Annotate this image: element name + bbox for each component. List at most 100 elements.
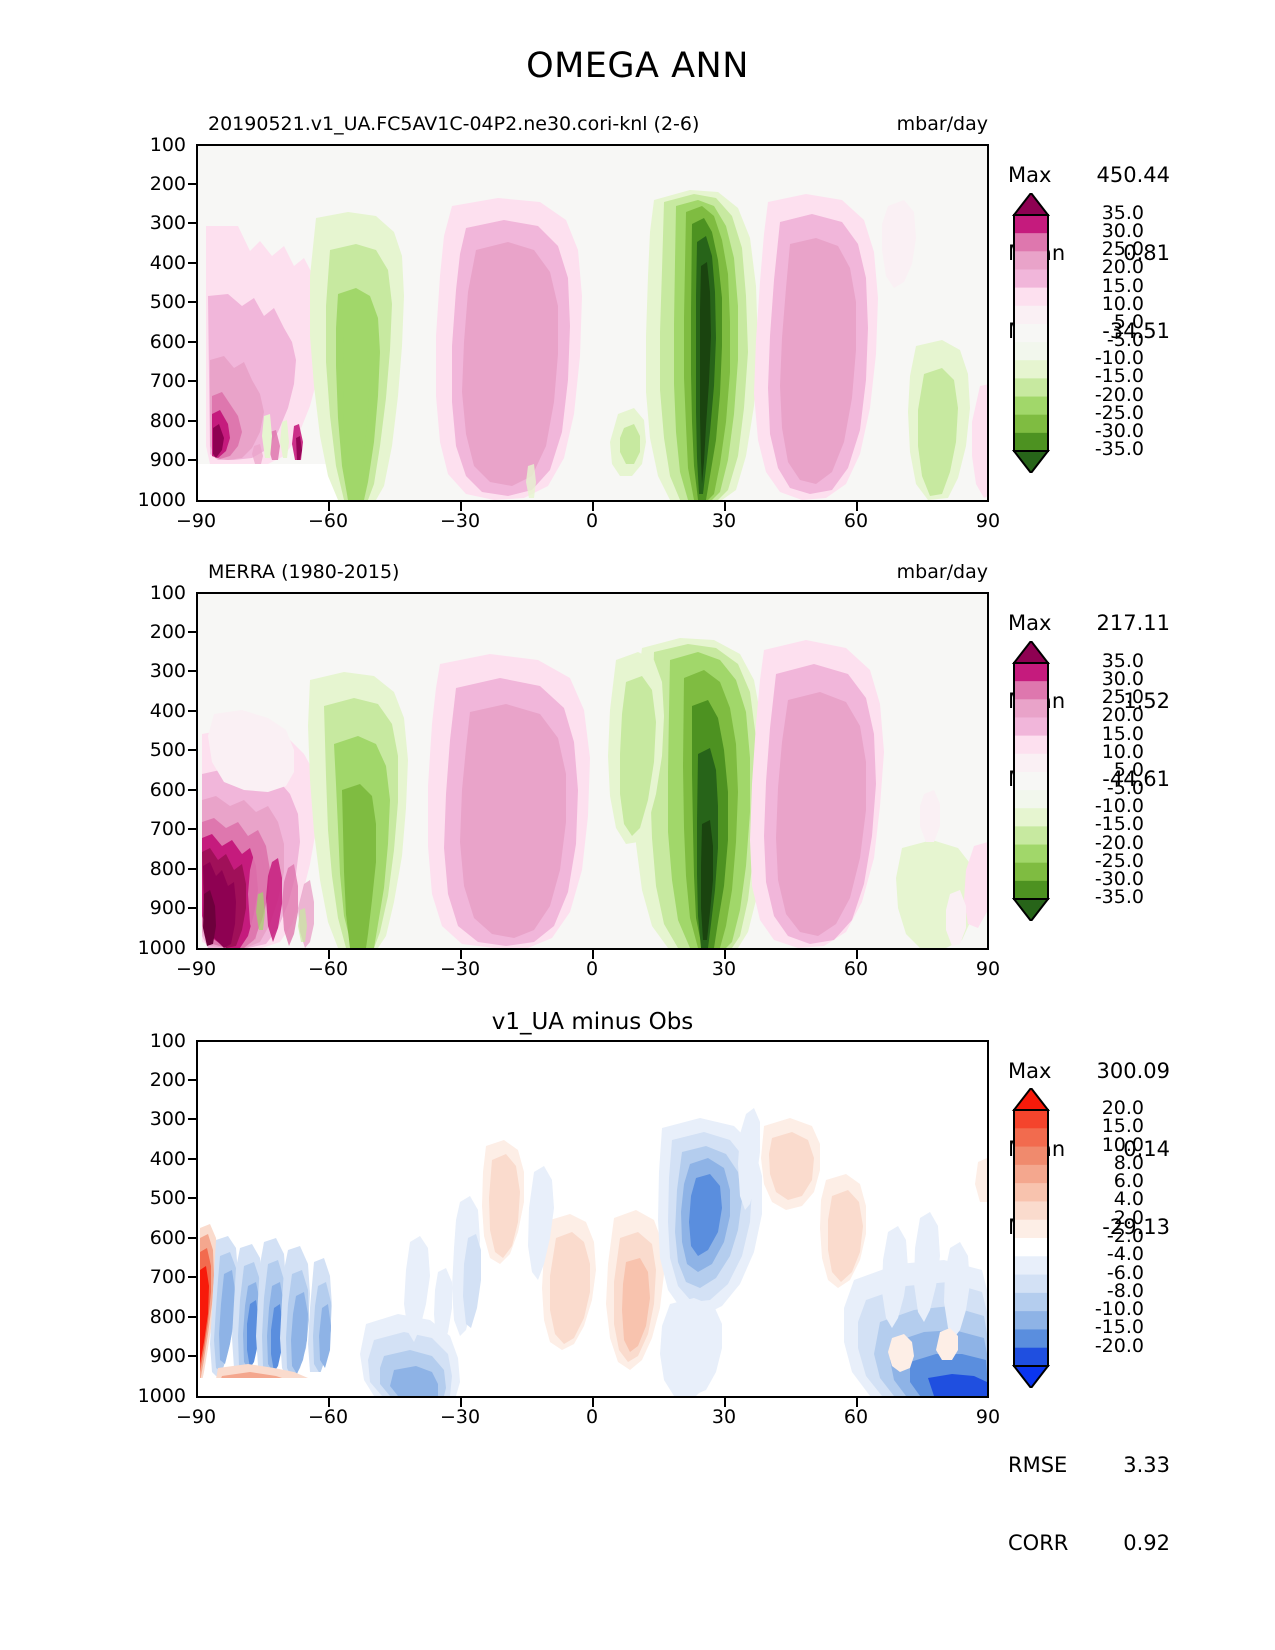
xtick-60: 60 xyxy=(843,958,869,980)
colorbar-tick-label: -25.0 xyxy=(1094,401,1144,424)
colorbar-tick-label: 5.0 xyxy=(1113,758,1144,781)
ytick-500: 500 xyxy=(149,291,186,313)
colorbar-tick-label: -6.0 xyxy=(1106,1261,1144,1284)
ytick-400: 400 xyxy=(149,1148,186,1170)
xtick--90: −90 xyxy=(175,958,217,980)
xtick-30: 30 xyxy=(711,958,737,980)
colorbar-tick-label: -20.0 xyxy=(1094,1334,1144,1357)
colorbar-tick-label: -8.0 xyxy=(1106,1279,1144,1302)
panel1-subtitle: 20190521.v1_UA.FC5AV1C-04P2.ne30.cori-kn… xyxy=(208,113,700,135)
colorbar-tick-label: -30.0 xyxy=(1094,419,1144,442)
ytick-100: 100 xyxy=(149,1030,186,1052)
panel1-mean-value: 0.81 xyxy=(1123,241,1170,265)
xtick-90: 90 xyxy=(975,510,1001,532)
panel2-max-value: 217.11 xyxy=(1096,611,1170,635)
panel2-contour-field xyxy=(198,594,987,948)
ytick-100: 100 xyxy=(149,134,186,156)
colorbar-tick-label: 10.0 xyxy=(1101,292,1144,315)
colorbar-tick-label: -5.0 xyxy=(1106,329,1144,352)
colorbar-tick-label: 30.0 xyxy=(1101,668,1144,691)
ytick-100: 100 xyxy=(149,582,186,604)
colorbar-tick-label: 35.0 xyxy=(1101,650,1144,672)
xtick--30: −30 xyxy=(439,958,481,980)
panel1-max-value: 450.44 xyxy=(1096,163,1170,187)
panel2-min-value: -44.61 xyxy=(1102,767,1170,791)
ytick-800: 800 xyxy=(149,858,186,880)
colorbar-tick-label: -10.0 xyxy=(1094,795,1144,818)
colorbar-tick-label: 20.0 xyxy=(1101,704,1144,727)
ytick-200: 200 xyxy=(149,173,186,195)
rmse-label: RMSE xyxy=(1008,1453,1068,1477)
ytick-600: 600 xyxy=(149,779,186,801)
colorbar-tick-label: 35.0 xyxy=(1101,202,1144,224)
colorbar-tick-label: 15.0 xyxy=(1101,1115,1144,1138)
colorbar-tick-label: -2.0 xyxy=(1106,1225,1144,1247)
panel1-max-label: Max xyxy=(1008,163,1052,187)
colorbar-tick-label: 2.0 xyxy=(1113,1206,1144,1229)
ytick-900: 900 xyxy=(149,1345,186,1367)
ytick-800: 800 xyxy=(149,1306,186,1328)
colorbar-tick-label: -5.0 xyxy=(1106,777,1144,800)
colorbar-tick-label: 25.0 xyxy=(1101,686,1144,709)
ytick-200: 200 xyxy=(149,1069,186,1091)
ytick-500: 500 xyxy=(149,1187,186,1209)
ytick-900: 900 xyxy=(149,449,186,471)
colorbar-tick-label: 8.0 xyxy=(1113,1151,1144,1174)
xtick--60: −60 xyxy=(307,1406,349,1428)
panel3-contour-field xyxy=(198,1042,987,1396)
ytick-300: 300 xyxy=(149,660,186,682)
panel1-plot-area xyxy=(196,144,989,502)
ytick-700: 700 xyxy=(149,370,186,392)
panel1-min-value: -34.51 xyxy=(1102,319,1170,343)
panel3-mean-value: -0.14 xyxy=(1115,1137,1170,1161)
panel3-max-label: Max xyxy=(1008,1059,1052,1083)
corr-value: 0.92 xyxy=(1123,1531,1170,1555)
ytick-600: 600 xyxy=(149,331,186,353)
colorbar-tick-label: -15.0 xyxy=(1094,365,1144,388)
page-title: OMEGA ANN xyxy=(526,46,749,86)
colorbar-tick-label: -10.0 xyxy=(1094,1298,1144,1321)
panel3-min-value: -29.13 xyxy=(1102,1215,1170,1239)
ytick-300: 300 xyxy=(149,212,186,234)
panel3-plot-area xyxy=(196,1040,989,1398)
colorbar-tick-label: 20.0 xyxy=(1101,256,1144,279)
xtick--60: −60 xyxy=(307,958,349,980)
colorbar-tick-label: 15.0 xyxy=(1101,722,1144,745)
panel1-units: mbar/day xyxy=(896,113,988,135)
ytick-700: 700 xyxy=(149,1266,186,1288)
xtick-90: 90 xyxy=(975,1406,1001,1428)
panel3-scores: RMSE 3.33 CORR 0.92 xyxy=(1008,1400,1170,1608)
colorbar-tick-label: 6.0 xyxy=(1113,1170,1144,1193)
colorbar-tick-label: -4.0 xyxy=(1106,1243,1144,1266)
ytick-700: 700 xyxy=(149,818,186,840)
xtick-30: 30 xyxy=(711,510,737,532)
colorbar-tick-label: -15.0 xyxy=(1094,813,1144,836)
colorbar-tick-label: -20.0 xyxy=(1094,831,1144,854)
xtick--30: −30 xyxy=(439,1406,481,1428)
xtick--90: −90 xyxy=(175,510,217,532)
colorbar-tick-label: 10.0 xyxy=(1101,740,1144,763)
corr-label: CORR xyxy=(1008,1531,1069,1555)
ytick-300: 300 xyxy=(149,1108,186,1130)
colorbar-tick-label: 30.0 xyxy=(1101,220,1144,243)
xtick-30: 30 xyxy=(711,1406,737,1428)
xtick-60: 60 xyxy=(843,1406,869,1428)
panel2-max-label: Max xyxy=(1008,611,1052,635)
panel3-subtitle: v1_UA minus Obs xyxy=(491,1009,694,1035)
colorbar-tick-label: 20.0 xyxy=(1101,1097,1144,1119)
panel3-colorbar-labels: 20.0 15.0 10.0 8.0 6.0 4.0 2.0 -2.0 -4.0 -6.0 -8.0… xyxy=(1056,1088,1166,1388)
colorbar-tick-label: -30.0 xyxy=(1094,867,1144,890)
ytick-500: 500 xyxy=(149,739,186,761)
ytick-1000: 1000 xyxy=(137,1385,186,1407)
colorbar-tick-label: -35.0 xyxy=(1094,886,1144,908)
ytick-600: 600 xyxy=(149,1227,186,1249)
colorbar-tick-label: -35.0 xyxy=(1094,438,1144,460)
colorbar-tick-label: -20.0 xyxy=(1094,383,1144,406)
xtick-60: 60 xyxy=(843,510,869,532)
panel2-colorbar xyxy=(1011,641,1051,921)
ytick-400: 400 xyxy=(149,252,186,274)
panel3-max-value: 300.09 xyxy=(1096,1059,1170,1083)
xtick--90: −90 xyxy=(175,1406,217,1428)
panel2-colorbar-labels: 35.0 30.0 25.0 20.0 15.0 10.0 5.0 -5.0 -10.0 -15.… xyxy=(1056,641,1166,921)
